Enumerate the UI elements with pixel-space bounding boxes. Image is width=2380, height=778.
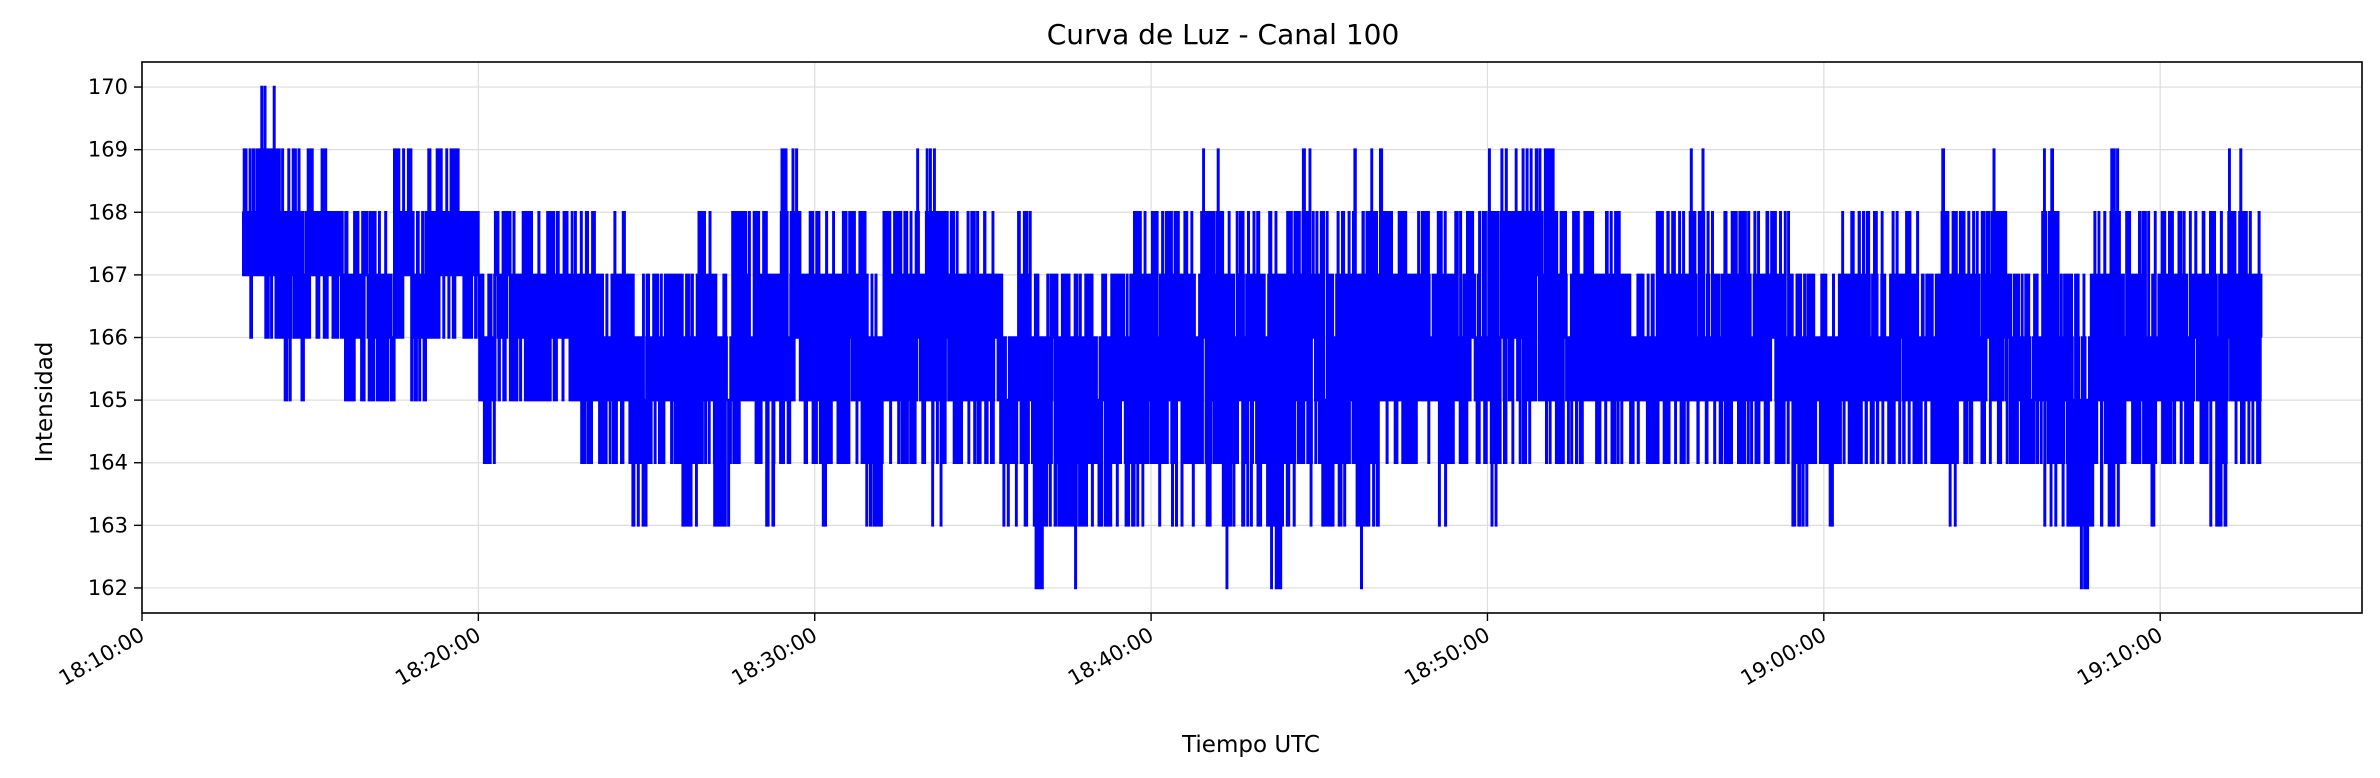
y-tick-label: 164 — [88, 451, 128, 475]
y-tick-label: 168 — [88, 200, 128, 224]
series-layer — [242, 85, 2263, 590]
y-tick-label: 165 — [88, 388, 128, 412]
y-tick-label: 170 — [88, 75, 128, 99]
y-axis-label: Intensidad — [32, 342, 58, 463]
y-tick-label: 163 — [88, 513, 128, 537]
y-tick-label: 169 — [88, 138, 128, 162]
y-tick-label: 162 — [88, 576, 128, 600]
y-axis-ticks: 162 163 164 165 166 167 168 169 170 — [88, 75, 142, 600]
y-tick-label: 167 — [88, 263, 128, 287]
x-axis-label: Tiempo UTC — [1181, 732, 1320, 758]
series-line — [242, 85, 2263, 590]
chart-title: Curva de Luz - Canal 100 — [1047, 18, 1400, 51]
y-tick-label: 166 — [88, 326, 128, 350]
